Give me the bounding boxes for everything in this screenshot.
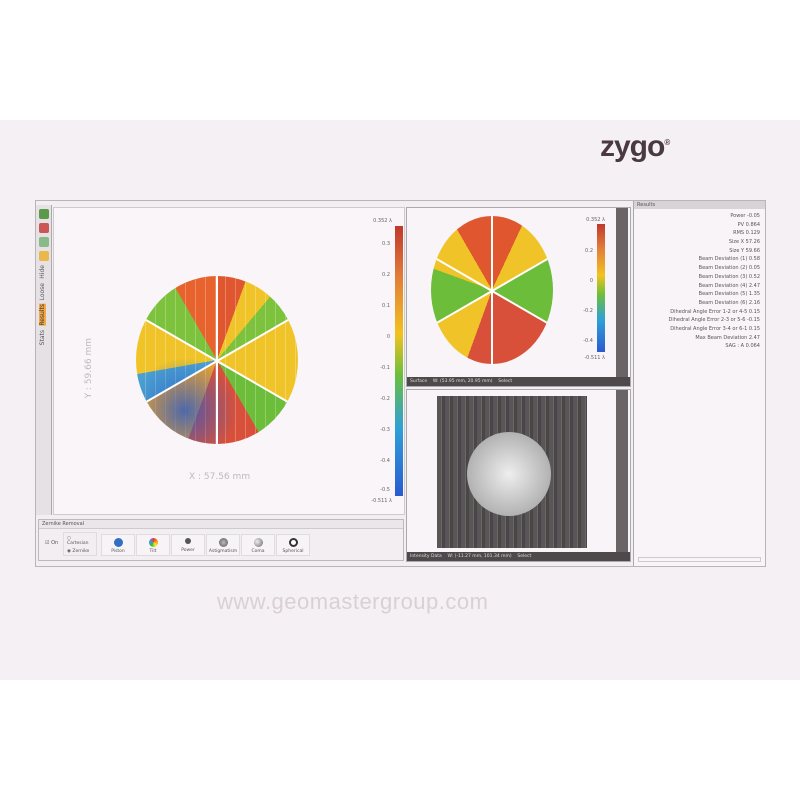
result-row: Beam Deviation (2) 0.05 [698, 265, 760, 272]
strip-stats[interactable]: Stats [39, 329, 46, 346]
tool-icon[interactable] [39, 209, 49, 219]
result-row: Max Beam Deviation 2.47 [695, 334, 760, 341]
button-label: Astigmatism [208, 549, 238, 554]
intensity-image [437, 396, 587, 548]
result-row: SAG : A 0.064 [725, 343, 760, 350]
zygo-logo: zygo® [600, 130, 670, 163]
piston-icon [113, 538, 123, 547]
astigmatism-button[interactable]: Astigmatism [206, 534, 240, 556]
spherical-icon [288, 538, 298, 547]
tick: -0.2 [380, 396, 390, 402]
pane-toolbar[interactable] [616, 390, 628, 553]
folder-icon[interactable] [39, 251, 49, 261]
result-row: Beam Deviation (6) 2.16 [698, 299, 760, 306]
strip-hide[interactable]: Hide [39, 265, 46, 279]
tick: 0.2 [382, 272, 390, 278]
colorbar-max: 0.352 λ [373, 218, 392, 224]
piston-button[interactable]: Piston [101, 534, 135, 556]
radio-cartesian[interactable]: ○ Cartesian [67, 536, 89, 546]
strip-results[interactable]: Results [39, 304, 46, 326]
colorbar [395, 226, 403, 496]
side-toolstrip: Hide Loose Results Stats [36, 205, 52, 515]
surface-pane[interactable]: 0.352 λ -0.511 λ 0.2 0 -0.2 -0.4 Surface… [406, 207, 631, 387]
result-row: Beam Deviation (4) 2.47 [698, 282, 760, 289]
tilt-button[interactable]: Tilt [136, 534, 170, 556]
tick: 0 [589, 278, 593, 284]
result-row: Size Y 59.66 [729, 247, 760, 254]
power-icon [185, 538, 191, 544]
result-row: Size X 57.26 [728, 239, 760, 246]
astigmatism-icon [218, 538, 228, 547]
zernike-title: Zernike Removal [39, 520, 403, 529]
tick: -0.5 [380, 487, 390, 493]
logo-text: zygo [600, 130, 665, 163]
result-row: Dihedral Angle Error 3-4 or 6-1 0.15 [670, 325, 760, 332]
result-row: Beam Deviation (1) 0.58 [698, 256, 760, 263]
intensity-status: Intensity Data W: (-11.27 mm, 101.34 mm)… [407, 552, 630, 561]
tick: 0.2 [585, 248, 593, 254]
tool-icon[interactable] [39, 223, 49, 233]
result-row: Dihedral Angle Error 1-2 or 4-5 0.15 [670, 308, 760, 315]
pane-toolbar[interactable] [616, 208, 628, 378]
watermark: www.geomastergroup.com [217, 589, 489, 614]
tilt-icon [148, 538, 158, 547]
tick: -0.2 [583, 308, 593, 314]
on-checkbox[interactable]: ☑ On [45, 540, 59, 546]
surface-map-main[interactable]: X : 57.56 mm Y : 59.66 mm 0.352 λ -0.511… [53, 207, 405, 515]
button-label: Piston [111, 549, 125, 554]
tick: -0.1 [380, 365, 390, 371]
radio-label: Zernike [72, 549, 90, 554]
horizontal-scrollbar[interactable] [638, 557, 761, 562]
intensity-pane[interactable]: Intensity Data W: (-11.27 mm, 101.34 mm)… [406, 389, 631, 562]
on-label: On [51, 540, 59, 546]
tick: 0 [386, 334, 390, 340]
button-label: Spherical [282, 549, 304, 554]
results-panel: Results Power -0.05 PV 0.864 RMS 0.129 Size… [633, 201, 765, 566]
strip-loose[interactable]: Loose [39, 282, 46, 301]
result-row: PV 0.864 [737, 221, 760, 228]
grid-icon[interactable] [39, 237, 49, 247]
surface-disc [136, 276, 298, 444]
radio-label: Cartesian [67, 541, 89, 546]
result-row: Beam Deviation (3) 0.52 [698, 273, 760, 280]
button-label: Coma [251, 549, 265, 554]
colorbar-max: 0.352 λ [586, 217, 605, 223]
results-title: Results [634, 201, 765, 209]
result-row: Power -0.05 [730, 213, 760, 219]
button-label: Tilt [149, 549, 157, 554]
colorbar [597, 224, 605, 352]
coma-icon [253, 538, 263, 547]
colorbar-min: -0.511 λ [584, 355, 605, 361]
surface-status: Surface W: (53.95 mm, 20.95 mm) Select [407, 377, 630, 386]
zernike-removal-panel: Zernike Removal ☑ On ○ Cartesian ◉ Zerni… [38, 519, 404, 561]
spherical-button[interactable]: Spherical [276, 534, 310, 556]
radio-zernike[interactable]: ◉ Zernike [67, 549, 90, 554]
tick: -0.3 [380, 427, 390, 433]
surface-disc-small [431, 216, 553, 364]
coma-button[interactable]: Coma [241, 534, 275, 556]
tick: -0.4 [380, 458, 390, 464]
tick: -0.4 [583, 338, 593, 344]
result-row: Beam Deviation (5) 1.35 [698, 291, 760, 298]
tick: 0.3 [382, 241, 390, 247]
x-axis-label: X : 57.56 mm [189, 472, 251, 482]
result-row: RMS 0.129 [733, 230, 760, 237]
y-axis-label: Y : 59.66 mm [84, 338, 94, 399]
result-row: Dihedral Angle Error 2-3 or 5-6 -0.15 [668, 317, 760, 324]
tick: 0.1 [382, 303, 390, 309]
colorbar-min: -0.511 λ [371, 498, 392, 504]
button-label: Power [181, 548, 195, 553]
power-button[interactable]: Power [171, 534, 205, 556]
